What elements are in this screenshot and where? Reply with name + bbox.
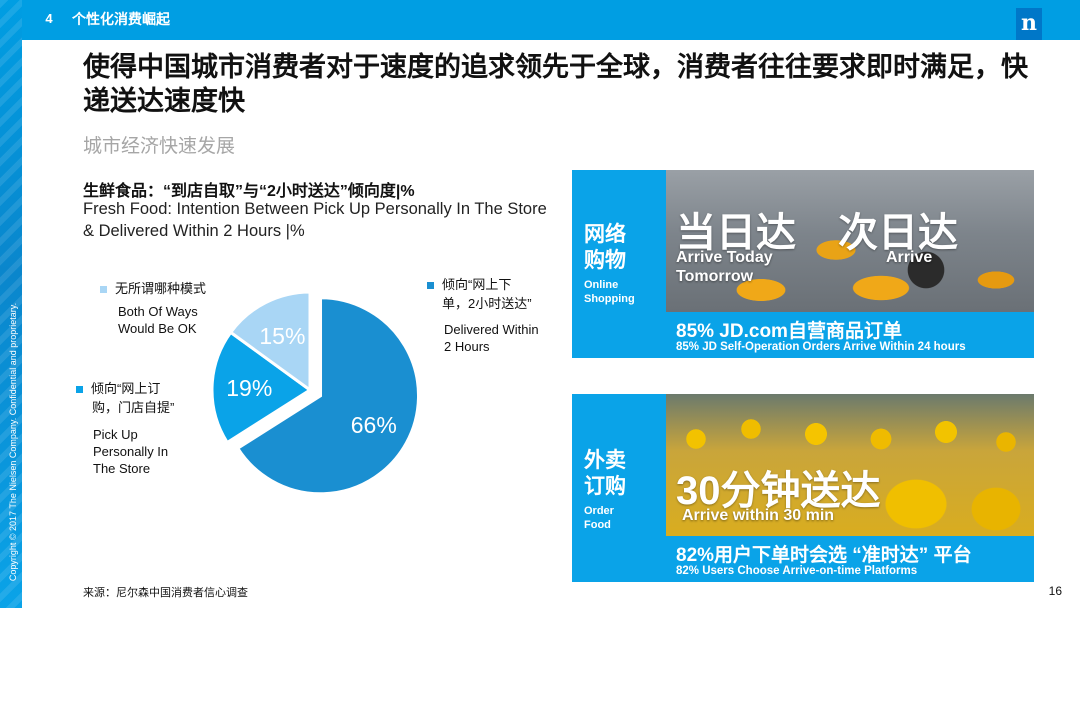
legend-both-cn: 无所谓哪种模式 [115,281,207,296]
legend-both-en: Both Of Ways Would Be OK [118,303,198,337]
panel2-stat: 82%用户下单时会选 “准时达” 平台 [676,545,972,566]
legend-delivered: 倾向“网上下 [427,276,511,293]
delivery-robots-photo: 当日达 次日达 Arrive Today Tomorrow Arrive [666,170,1034,312]
pie-label-19: 19% [226,375,272,401]
panel1-stat: 85% JD.com自营商品订单 [676,321,902,342]
panel2-side-en-1: Order [584,505,614,517]
nielsen-logo-icon: n [1016,8,1042,40]
pie-label-66: 66% [351,412,397,438]
panel1-side-cn: 网络 购物 [584,222,626,274]
legend-pickup-en-line2: Personally In [93,444,169,459]
legend-both-en-line1: Both Of Ways [118,304,198,319]
legend-pickup-en-line1: Pick Up [93,427,138,442]
panel1-stat-en: 85% JD Self-Operation Orders Arrive With… [676,341,966,353]
source-note: 来源：尼尔森中国消费者信心调查 [83,587,248,599]
page-number: 16 [1048,584,1062,598]
legend-swatch-both [100,286,107,294]
panel1-big-1: 当日达 [676,211,796,255]
panel1-side-cn-2: 购物 [584,249,626,272]
left-decorative-strip: Copyright © 2017 The Nielsen Company. Co… [0,0,22,608]
panel1-side-en-1: Online [584,279,619,291]
panel1-side-cn-1: 网络 [584,223,626,246]
panel1-en-1: Arrive Today Tomorrow [676,248,773,286]
order-food-panel: 外卖 订购 Order Food 30分钟送达 Arrive within 30… [572,394,1034,582]
panel1-en-1a: Arrive Today [676,249,773,266]
legend-pickup-en: Pick Up Personally In The Store [93,426,168,477]
panel1-side-en: Online Shopping [584,278,635,306]
pie-slice-15 [228,290,312,393]
legend-pickup-en-line3: The Store [93,461,151,476]
pie-slice-19 [210,330,313,445]
pie-label-15: 15% [259,323,305,349]
copyright-text: Copyright © 2017 The Nielsen Company. Co… [8,302,18,582]
chart-subtitle: Fresh Food: Intention Between Pick Up Pe… [83,200,547,240]
panel2-side-cn: 外卖 订购 [584,448,626,500]
panel2-side-en-2: Food [584,519,611,531]
legend-delivered-en: Delivered Within 2 Hours [444,321,539,355]
legend-delivered-cn-1: 倾向“网上下 [442,277,512,292]
legend-pickup: 倾向“网上订 [76,380,160,397]
legend-both-en-line2: Would Be OK [118,321,197,336]
food-couriers-photo: 30分钟送达 Arrive within 30 min [666,394,1034,536]
legend-delivered-en-line1: Delivered Within [444,322,539,337]
page-title: 使得中国城市消费者对于速度的追求领先于全球，消费者往往要求即时满足，快递送达速度… [83,52,1028,116]
online-shopping-panel: 网络 购物 Online Shopping 当日达 次日达 Arrive Tod… [572,170,1034,358]
panel1-side-en-2: Shopping [584,293,635,305]
panel2-side-en: Order Food [584,504,614,532]
legend-both: 无所谓哪种模式 [100,280,206,297]
panel2-big: 30分钟送达 [676,469,881,513]
top-bar [22,0,1080,40]
section-number: 4 [38,8,60,30]
panel2-side-cn-1: 外卖 [584,449,626,472]
legend-swatch-delivered [427,282,434,290]
section-title: 个性化消费崛起 [72,11,170,27]
legend-delivered-cn-2: 单，2小时送达” [442,296,532,311]
page-subtitle: 城市经济快速发展 [83,136,236,157]
pie-chart: 66% 19% 15% [210,290,421,496]
pie-slice-66 [235,296,421,496]
panel1-big-2: 次日达 [838,211,958,255]
panel2-side-cn-2: 订购 [584,475,626,498]
chart-title: 生鲜食品：“到店自取”与“2小时送达”倾向度|% [83,183,415,200]
panel1-en-2: Arrive [886,249,933,266]
legend-pickup-cn-1: 倾向“网上订 [91,381,161,396]
legend-delivered-en-line2: 2 Hours [444,339,490,354]
legend-pickup-cn-2: 购，门店自提” [92,400,175,415]
legend-swatch-pickup [76,386,83,394]
panel2-stat-en: 82% Users Choose Arrive-on-time Platform… [676,565,918,577]
panel1-en-1b: Tomorrow [676,268,754,285]
panel2-en: Arrive within 30 min [682,507,835,524]
